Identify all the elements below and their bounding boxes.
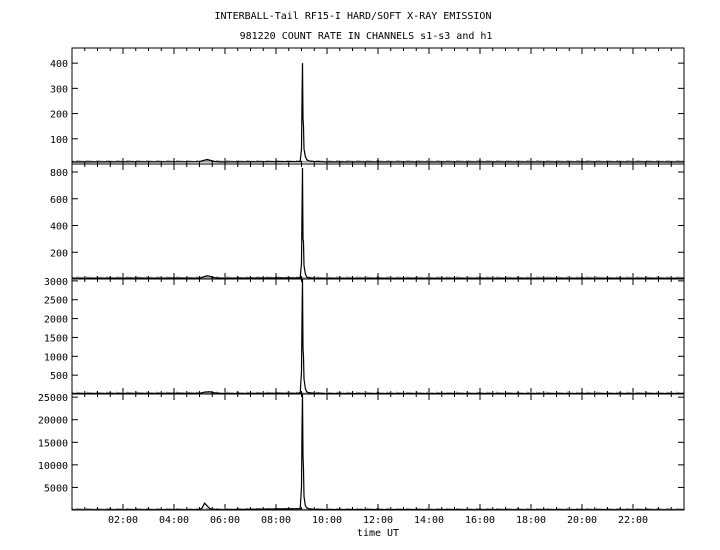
y-tick-label: 2500 (44, 296, 68, 307)
y-tick-label: 400 (50, 222, 68, 233)
y-tick-label: 500 (50, 371, 68, 382)
x-tick-label: 06:00 (210, 515, 240, 526)
y-tick-label: 200 (50, 248, 68, 259)
x-axis-label: time UT (357, 528, 399, 539)
x-tick-label: 02:00 (108, 515, 138, 526)
panel-frame (71, 163, 685, 280)
panel-frame (71, 47, 685, 165)
y-tick-label: 25000 (38, 393, 68, 404)
y-tick-label: 100 (50, 135, 68, 146)
x-tick-label: 10:00 (312, 515, 342, 526)
x-tick-label: 16:00 (465, 515, 495, 526)
baseline-noise (72, 276, 684, 279)
y-tick-label: 2000 (44, 315, 68, 326)
x-axis: 02:00 04:00 06:00 08:00 10:00 12:00 14:00 16:00… (108, 515, 648, 526)
y-tick-label: 1000 (44, 352, 68, 363)
panel-2: 200 400 600 800 (50, 163, 685, 280)
y-tick-label: 400 (50, 59, 68, 70)
series-line-4 (71, 393, 685, 511)
panel-frame (71, 278, 685, 395)
series-line-3 (71, 278, 684, 395)
x-tick-label: 08:00 (261, 515, 291, 526)
x-tick-label: 20:00 (567, 515, 597, 526)
panel-4: 5000 10000 15000 20000 25000 (38, 393, 685, 511)
baseline-noise (72, 391, 684, 395)
panel-frame (71, 393, 685, 511)
y-tick-label: 10000 (38, 461, 68, 472)
y-tick-label: 20000 (38, 416, 68, 427)
x-tick-label: 04:00 (159, 515, 189, 526)
chart-subtitle: 981220 COUNT RATE IN CHANNELS s1-s3 and … (240, 31, 493, 42)
x-tick-label: 18:00 (516, 515, 546, 526)
series-line-2 (71, 167, 684, 279)
baseline-noise (72, 508, 684, 511)
y-tick-label: 5000 (44, 483, 68, 494)
y-tick-label: 1500 (44, 333, 68, 344)
y-tick-label: 200 (50, 110, 68, 121)
y-tick-label: 3000 (44, 277, 68, 288)
x-tick-label: 14:00 (414, 515, 444, 526)
y-tick-label: 800 (50, 168, 68, 179)
y-tick-label: 600 (50, 195, 68, 206)
x-tick-label: 12:00 (363, 515, 393, 526)
panel-1: 100 200 300 400 (50, 47, 685, 165)
baseline-noise (72, 160, 684, 163)
chart-title: INTERBALL-Tail RF15-I HARD/SOFT X-RAY EM… (215, 11, 492, 22)
y-tick-label: 15000 (38, 438, 68, 449)
chart-panels: 100 200 300 400 200 400 600 800 500 1000 1500 2000 2… (38, 47, 685, 511)
x-tick-label: 22:00 (618, 515, 648, 526)
series-line-1 (71, 63, 684, 163)
y-tick-label: 300 (50, 84, 68, 95)
panel-3: 500 1000 1500 2000 2500 3000 (44, 277, 685, 395)
